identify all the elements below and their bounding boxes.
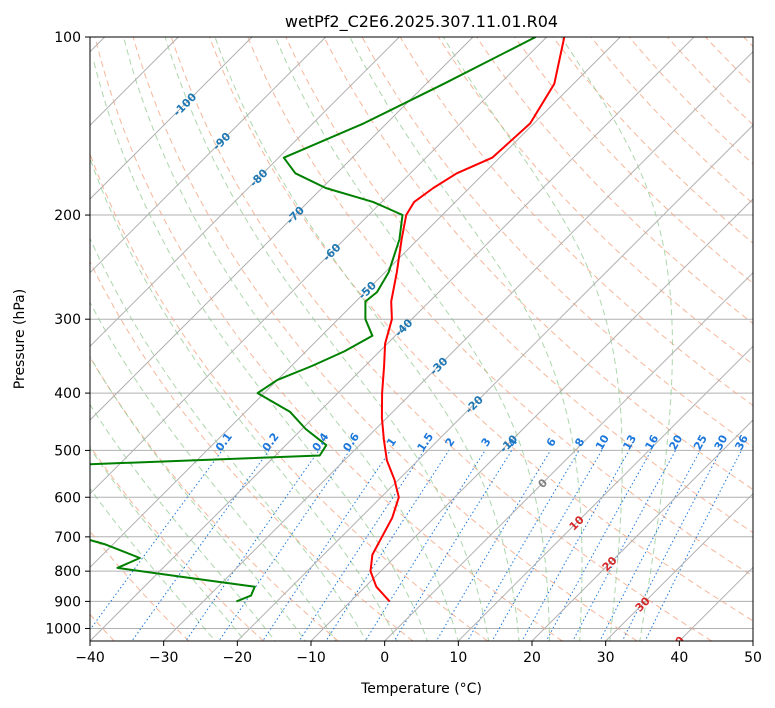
x-tick-label: 20	[523, 650, 541, 666]
x-tick-label: −10	[296, 650, 326, 666]
mixing-ratio-line	[644, 450, 742, 641]
pressure-gridlines	[90, 37, 753, 629]
mixing-ratio-lines	[90, 450, 742, 641]
x-tick-label: 0	[380, 650, 389, 666]
y-axis: 100 200 300 400 500 600 700 800 900 1000	[45, 30, 90, 637]
mixing-ratio-line	[621, 450, 722, 641]
y-axis-title: Pressure (hPa)	[12, 289, 28, 389]
plot-area: 0.1 0.2 0.4 0.6 1 1.5 2 3 4 6 8 10 13 16 20 25 30 36-100-…	[90, 37, 753, 654]
mixing-ratio-line	[521, 450, 630, 641]
moist-adiabat	[90, 157, 398, 641]
x-tick-label: 50	[744, 650, 762, 666]
dry-adiabat	[514, 37, 753, 284]
dry-adiabat	[476, 37, 753, 325]
x-tick-label: −30	[149, 650, 179, 666]
y-tick-label: 400	[54, 386, 81, 402]
moist-adiabats	[90, 37, 673, 641]
sounding-profiles	[90, 37, 566, 603]
dry-adiabat	[628, 37, 753, 165]
dry-adiabat	[132, 37, 638, 641]
y-tick-label: 200	[54, 208, 81, 224]
moist-adiabat	[90, 237, 367, 641]
y-tick-label: 500	[54, 443, 81, 459]
y-tick-label: 600	[54, 490, 81, 506]
moist-adiabat	[214, 37, 520, 641]
y-tick-label: 100	[54, 30, 81, 46]
dry-adiabat	[94, 37, 563, 641]
isotherm-line	[90, 37, 400, 348]
isotherm-line	[384, 271, 753, 641]
dry-adiabat	[399, 37, 753, 407]
chart-title: wetPf2_C2E6.2025.307.11.01.R04	[285, 12, 558, 32]
moist-adiabat	[93, 61, 429, 641]
mixing-ratio-line	[262, 450, 391, 641]
x-tick-label: −20	[223, 650, 253, 666]
isotherm-line	[457, 345, 753, 641]
temperature-profile-line	[369, 37, 566, 603]
mixing-ratio-line	[491, 450, 603, 641]
y-tick-label: 900	[54, 594, 81, 610]
x-tick-label: 30	[597, 650, 615, 666]
moist-adiabat	[349, 37, 583, 641]
y-tick-label: 800	[54, 564, 81, 580]
dry-adiabat	[247, 37, 753, 577]
dry-adiabat	[90, 445, 264, 641]
dry-adiabat	[209, 37, 753, 622]
moist-adiabat	[442, 37, 623, 641]
mixing-ratio-line	[298, 450, 425, 641]
mixing-ratio-line	[218, 450, 351, 641]
isotherm-line	[236, 124, 753, 641]
moist-adiabat	[164, 37, 490, 641]
isotherm-line	[90, 37, 548, 495]
isotherm-line	[310, 198, 753, 641]
mixing-ratio-line	[185, 450, 320, 641]
mixing-ratio-label: 25	[691, 433, 710, 453]
moist-adiabat	[90, 487, 216, 641]
mixing-ratio-line	[325, 450, 450, 641]
dry-adiabat	[590, 37, 753, 205]
plot-frame	[89, 36, 754, 642]
moist-adiabat	[274, 37, 550, 641]
x-tick-label: −40	[75, 650, 105, 666]
skewed-isotherms	[90, 37, 753, 641]
isotherm-line	[605, 492, 753, 641]
y-tick-label: 300	[54, 312, 81, 328]
x-axis-title: Temperature (°C)	[360, 681, 482, 697]
isotherm-line	[90, 37, 253, 200]
y-tick-label: 1000	[45, 621, 81, 637]
moist-adiabat	[90, 447, 246, 641]
isotherm-line	[90, 37, 474, 421]
dry-adiabat	[170, 37, 712, 641]
mixing-ratio-line	[90, 450, 223, 631]
mixing-ratio-label: 36	[732, 432, 751, 452]
y-tick-label: 700	[54, 530, 81, 546]
mixing-ratio-line	[466, 450, 580, 641]
mixing-ratio-line	[435, 450, 552, 641]
dewpoint-profile-line	[90, 37, 537, 603]
plot-background	[90, 37, 753, 641]
isotherm-line	[90, 37, 621, 569]
moist-adiabat	[90, 301, 337, 641]
dry-adiabat	[323, 37, 753, 491]
isotherm-line	[531, 419, 753, 641]
moist-adiabat	[90, 403, 276, 641]
x-axis: −40 −30 −20 −10 0 10 20 30 40 50	[75, 641, 762, 666]
x-tick-label: 10	[449, 650, 467, 666]
x-tick-label: 40	[670, 650, 688, 666]
isotherm-line	[90, 37, 695, 641]
mixing-ratio-line	[131, 450, 270, 641]
mixing-ratio-line	[545, 450, 652, 641]
isotherm-line	[90, 37, 327, 274]
isotherm-line	[163, 50, 753, 641]
isotherm-label: 40	[667, 634, 687, 654]
dry-adiabat	[90, 260, 414, 641]
moist-adiabat	[560, 37, 673, 641]
